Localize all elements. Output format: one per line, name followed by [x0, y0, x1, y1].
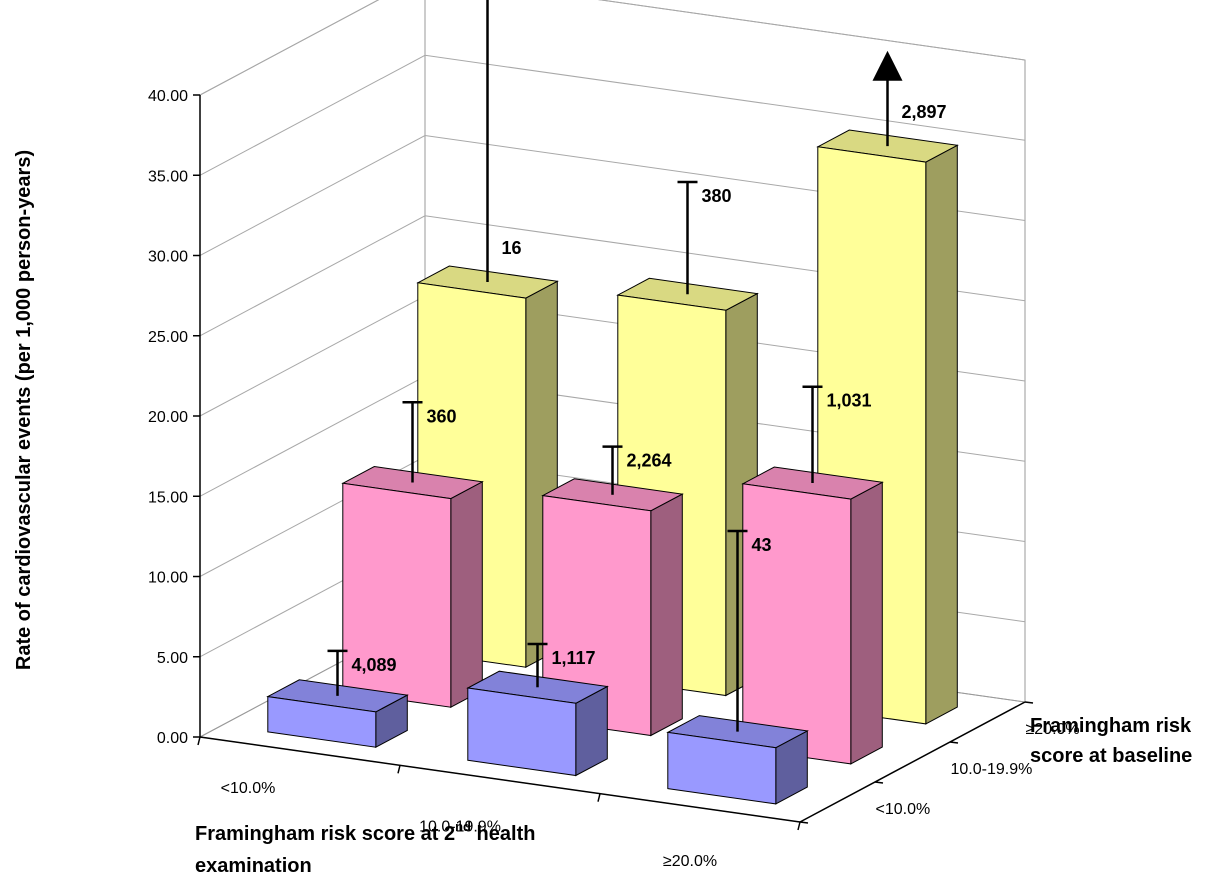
bar-front [467, 687, 577, 777]
bar: 360 [341, 401, 484, 709]
bar: 43 [666, 529, 809, 805]
y-tick-label: 5.00 [157, 650, 188, 667]
z-tick-mark [949, 741, 959, 744]
z-tick-mark [799, 821, 809, 824]
z-tick-mark [1024, 701, 1034, 704]
z-axis-title: Framingham risk [1030, 715, 1192, 737]
data-label: 2,264 [627, 451, 672, 471]
z-axis-line [799, 701, 1026, 823]
data-label: 43 [752, 535, 772, 555]
y-tick-label: 25.00 [148, 329, 188, 346]
bars: 16 380 2,897 360 2,264 1,031 4,089 1,117 43 [266, 0, 959, 805]
bar-front [267, 696, 377, 748]
axes: 0.00 5.00 10.00 15.00 20.00 25.00 30.00 35.00 40… [148, 88, 1080, 870]
y-tick-label: 10.00 [148, 570, 188, 587]
bar: 4,089 [266, 649, 409, 749]
data-label: 360 [427, 406, 457, 426]
x-axis-title-line2: examination [195, 855, 312, 877]
data-label: 4,089 [352, 655, 397, 675]
y-tick-label: 0.00 [157, 730, 188, 747]
bar-side [850, 481, 883, 765]
data-label: 1,031 [827, 391, 872, 411]
data-label: 1,117 [552, 648, 596, 668]
bar-front [742, 483, 852, 765]
bar-front [667, 731, 777, 805]
z-tick-mark [874, 781, 884, 784]
bar: 1,031 [741, 385, 884, 765]
bar-side [650, 493, 683, 737]
bar: 2,264 [541, 445, 684, 737]
z-tick-label: 10.0-19.9% [951, 761, 1033, 778]
data-label: 2,897 [902, 102, 947, 122]
y-tick-label: 35.00 [148, 168, 188, 185]
data-label: 380 [702, 186, 732, 206]
bar-front [342, 482, 452, 708]
y-axis-title: Rate of cardiovascular events (per 1,000… [13, 150, 35, 670]
y-tick-label: 30.00 [148, 249, 188, 266]
y-tick-label: 40.00 [148, 88, 188, 105]
bar-front [542, 495, 652, 737]
z-tick-label: <10.0% [876, 801, 931, 818]
bar: 1,117 [466, 642, 609, 777]
x-tick-label: 10.0-19.9% [419, 819, 501, 836]
bar-side [450, 480, 483, 709]
bar-side [925, 144, 958, 725]
y-tick-label: 15.00 [148, 489, 188, 506]
x-tick-label: ≥20.0% [663, 853, 717, 870]
x-tick-mark [797, 821, 801, 831]
x-tick-mark [197, 736, 201, 746]
x-tick-mark [597, 793, 601, 802]
z-tick-label: ≥20.0% [1026, 721, 1080, 738]
x-tick-label: <10.0% [221, 780, 276, 797]
gridline [199, 54, 1026, 176]
y-tick-label: 20.00 [148, 409, 188, 426]
gridline [199, 0, 1026, 96]
z-axis-title-line2: score at baseline [1030, 745, 1192, 767]
x-tick-mark [397, 765, 401, 774]
x-axis-title: Framingham risk score at 2nd health [195, 819, 535, 845]
x-axis-line [199, 736, 801, 823]
data-label: 16 [502, 238, 522, 258]
